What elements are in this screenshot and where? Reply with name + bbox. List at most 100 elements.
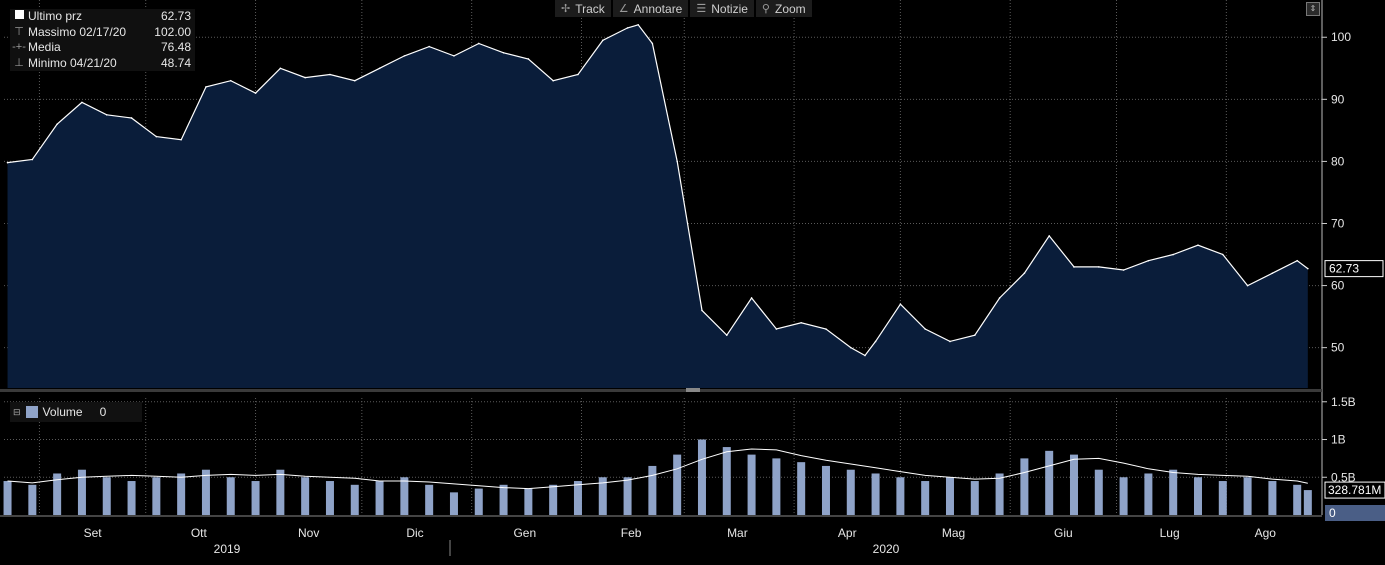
price-legend: Ultimo prz 62.73 ⊤ Massimo 02/17/20 102.… xyxy=(10,9,195,71)
legend-row-avg[interactable]: -+- Media 76.48 xyxy=(10,40,195,56)
price-tick-label: 90 xyxy=(1331,92,1345,106)
magnifier-icon: ⚲ xyxy=(761,3,770,15)
volume-bar xyxy=(871,473,880,515)
low-marker-icon: ⊥ xyxy=(14,56,24,69)
price-point xyxy=(1097,266,1100,268)
track-button[interactable]: ✢ Track xyxy=(555,0,611,17)
volume-bar xyxy=(945,477,954,515)
price-point xyxy=(1197,244,1199,247)
price-point xyxy=(304,76,306,79)
volume-bar xyxy=(896,477,905,515)
legend-row-last[interactable]: Ultimo prz 62.73 xyxy=(10,9,195,25)
legend-row-high[interactable]: ⊤ Massimo 02/17/20 102.00 xyxy=(10,25,195,41)
volume-bar xyxy=(425,484,434,515)
price-point xyxy=(56,123,58,125)
price-point xyxy=(577,73,579,76)
month-label: Ago xyxy=(1255,526,1277,540)
volume-tick-label: 1B xyxy=(1331,433,1346,447)
chart-toolbar: ✢ Track ∠ Annotare ☰ Notizie ⚲ Zoom xyxy=(555,0,812,17)
price-tick-label: 80 xyxy=(1331,154,1345,168)
volume-average-line xyxy=(7,448,1308,490)
price-point xyxy=(949,340,951,343)
news-label: Notizie xyxy=(711,1,748,16)
volume-bar xyxy=(623,477,632,515)
month-label: Mar xyxy=(727,526,748,540)
price-point xyxy=(864,354,866,357)
high-marker-icon: ⊤ xyxy=(14,25,24,38)
year-label: 2019 xyxy=(214,542,241,556)
news-button[interactable]: ☰ Notizie xyxy=(690,0,754,17)
volume-bar xyxy=(301,477,310,515)
volume-legend[interactable]: ⊟ Volume 0 xyxy=(10,402,142,422)
price-point xyxy=(1073,266,1075,268)
volume-bar xyxy=(28,484,37,515)
price-point xyxy=(527,58,530,60)
price-point xyxy=(1048,235,1050,237)
price-point xyxy=(701,309,703,312)
price-point xyxy=(676,160,678,163)
volume-bar xyxy=(1069,454,1078,515)
price-point xyxy=(825,328,827,330)
month-label: Nov xyxy=(298,526,319,540)
price-tick-label: 60 xyxy=(1331,279,1345,293)
price-point xyxy=(105,114,108,116)
time-axis: Set Ott Nov Dic Gen Feb Mar Apr Mag Giu Lug Ago 2019… xyxy=(84,526,1277,556)
volume-bar xyxy=(350,484,359,515)
volume-bar xyxy=(1293,484,1302,515)
legend-row-low[interactable]: ⊥ Minimo 04/21/20 48.74 xyxy=(10,56,195,72)
price-point xyxy=(254,92,257,94)
price-point xyxy=(973,334,976,337)
price-point xyxy=(651,42,654,45)
volume-bar xyxy=(1094,469,1103,515)
price-point xyxy=(775,328,778,330)
legend-low-label: Minimo 04/21/20 xyxy=(28,55,117,70)
price-line xyxy=(7,24,1309,357)
month-label: Set xyxy=(84,526,103,540)
zero-volume-tag xyxy=(1325,505,1385,521)
price-point xyxy=(874,340,877,343)
panel-toggle-button[interactable]: ⇕ xyxy=(1306,2,1320,16)
price-point xyxy=(1221,253,1224,256)
news-icon: ☰ xyxy=(696,3,707,15)
last-price-tag-label: 62.73 xyxy=(1329,262,1359,276)
volume-bar xyxy=(846,469,855,515)
volume-bar xyxy=(1020,458,1029,515)
volume-bar xyxy=(499,484,508,515)
volume-bar xyxy=(375,481,384,515)
price-point xyxy=(998,297,1001,299)
volume-bar xyxy=(1144,473,1153,515)
zero-volume-tag-label: 0 xyxy=(1329,506,1336,520)
volume-bar xyxy=(1169,469,1178,515)
zoom-button[interactable]: ⚲ Zoom xyxy=(755,0,812,17)
price-tick-label: 100 xyxy=(1331,30,1351,44)
volume-tick-label: 1.5B xyxy=(1331,395,1356,409)
price-point xyxy=(130,117,133,119)
volume-bar xyxy=(102,477,111,515)
track-label: Track xyxy=(575,1,605,16)
volume-bar xyxy=(1119,477,1128,515)
volume-bar xyxy=(400,477,409,515)
price-panel: 100 90 80 70 60 50 62.73 xyxy=(0,0,1384,515)
volume-tick-label: 0.5B xyxy=(1331,470,1356,484)
volume-bar xyxy=(747,454,756,515)
annotate-button[interactable]: ∠ Annotare xyxy=(612,0,689,17)
price-point xyxy=(1172,253,1174,256)
price-point xyxy=(800,322,802,324)
crosshair-icon: ✢ xyxy=(561,3,571,15)
volume-bar xyxy=(3,481,12,515)
price-point xyxy=(155,135,158,138)
month-label: Apr xyxy=(838,526,857,540)
volume-bar xyxy=(598,477,607,515)
volume-swatch-icon xyxy=(25,406,38,418)
price-point xyxy=(1307,267,1309,270)
volume-bar xyxy=(1193,477,1202,515)
price-point xyxy=(637,24,639,26)
price-point xyxy=(1271,272,1274,274)
volume-bar xyxy=(524,488,533,515)
legend-last-label: Ultimo prz xyxy=(28,9,83,23)
price-point xyxy=(1246,284,1249,287)
price-point xyxy=(31,158,34,161)
volume-bar xyxy=(573,481,582,515)
